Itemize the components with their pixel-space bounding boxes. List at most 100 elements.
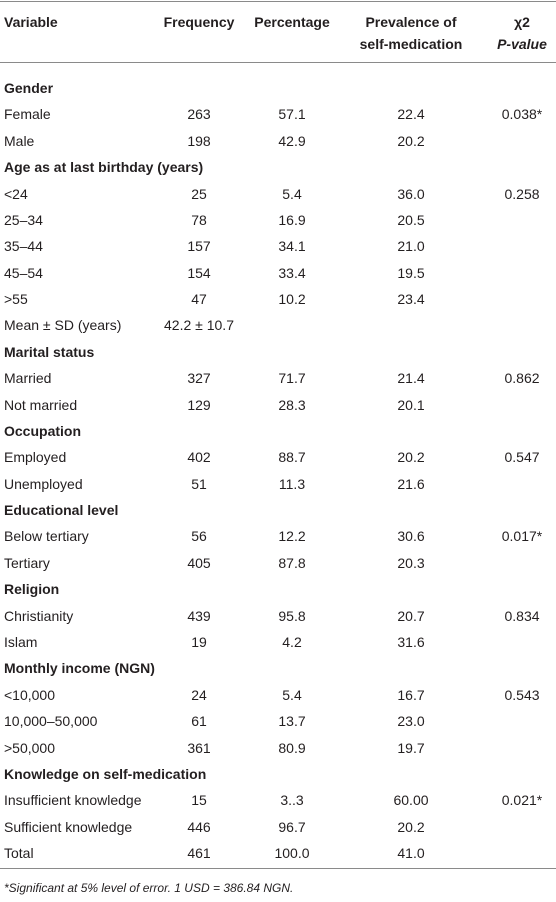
cell: 21.0 bbox=[397, 238, 425, 255]
cell: 21.6 bbox=[397, 475, 425, 492]
row-label: 45–54 bbox=[4, 264, 43, 281]
cell: 10.2 bbox=[278, 291, 306, 308]
section-label: Educational level bbox=[4, 502, 119, 519]
cell: 20.2 bbox=[397, 449, 425, 466]
cell: 157 bbox=[187, 238, 211, 255]
row-label: Tertiary bbox=[4, 554, 50, 571]
row-label: 25–34 bbox=[4, 211, 43, 228]
cell: 198 bbox=[187, 132, 211, 149]
top-rule bbox=[0, 1, 556, 2]
cell: 11.3 bbox=[278, 475, 306, 492]
cell: 96.7 bbox=[278, 818, 306, 835]
cell: 47 bbox=[191, 291, 207, 308]
cell: 42.9 bbox=[278, 132, 306, 149]
cell: 402 bbox=[187, 449, 211, 466]
row-label: Mean ± SD (years) bbox=[4, 317, 122, 334]
cell: 51 bbox=[191, 475, 207, 492]
cell: 20.2 bbox=[397, 818, 425, 835]
cell: 12.2 bbox=[278, 528, 306, 545]
section-label: Monthly income (NGN) bbox=[4, 660, 155, 677]
cell: 5.4 bbox=[282, 185, 302, 202]
cell: 5.4 bbox=[282, 686, 302, 703]
header-cell: Frequency bbox=[163, 14, 235, 30]
row-label: Unemployed bbox=[4, 475, 83, 492]
cell: 57.1 bbox=[278, 106, 306, 123]
cell: 71.7 bbox=[278, 370, 306, 387]
row-label: Christianity bbox=[4, 607, 74, 624]
cell: 0.547 bbox=[504, 449, 540, 466]
cell: 20.7 bbox=[397, 607, 425, 624]
cell: 446 bbox=[187, 818, 211, 835]
section-label: Religion bbox=[4, 581, 60, 598]
cell: 0.834 bbox=[504, 607, 540, 624]
cell: 31.6 bbox=[397, 633, 425, 650]
section-label: Age as at last birthday (years) bbox=[4, 159, 204, 176]
row-label: Female bbox=[4, 106, 51, 123]
footnote: *Significant at 5% level of error. 1 USD… bbox=[4, 881, 294, 895]
header-rule bbox=[0, 62, 556, 63]
cell: 56 bbox=[191, 528, 207, 545]
header-cell: self-medication bbox=[359, 36, 463, 52]
cell: 361 bbox=[187, 739, 211, 756]
section-label: Occupation bbox=[4, 422, 82, 439]
row-label: Male bbox=[4, 132, 35, 149]
cell: 78 bbox=[191, 211, 207, 228]
cell: 87.8 bbox=[278, 554, 306, 571]
header-cell: Percentage bbox=[254, 14, 330, 30]
row-label: Total bbox=[4, 845, 34, 862]
cell: 28.3 bbox=[278, 396, 306, 413]
cell: 34.1 bbox=[278, 238, 306, 255]
cell: 20.1 bbox=[397, 396, 425, 413]
cell: 0.543 bbox=[504, 686, 540, 703]
row-label: 10,000–50,000 bbox=[4, 713, 98, 730]
cell: 439 bbox=[187, 607, 211, 624]
header-cell: Variable bbox=[4, 14, 58, 30]
cell: 3..3 bbox=[280, 792, 304, 809]
cell: 0.038* bbox=[501, 106, 543, 123]
cell: 327 bbox=[187, 370, 211, 387]
cell: 25 bbox=[191, 185, 207, 202]
cell: 36.0 bbox=[397, 185, 425, 202]
cell: 0.017* bbox=[501, 528, 543, 545]
cell: 0.258 bbox=[504, 185, 540, 202]
cell: 24 bbox=[191, 686, 207, 703]
cell: 461 bbox=[187, 845, 211, 862]
cell: 33.4 bbox=[278, 264, 306, 281]
cell: 129 bbox=[187, 396, 211, 413]
cell: 20.5 bbox=[397, 211, 425, 228]
cell: 19 bbox=[191, 633, 207, 650]
cell: 19.7 bbox=[397, 739, 425, 756]
row-label: Married bbox=[4, 370, 52, 387]
cell: 16.7 bbox=[397, 686, 425, 703]
cell: 95.8 bbox=[278, 607, 306, 624]
cell: 21.4 bbox=[397, 370, 425, 387]
cell: 19.5 bbox=[397, 264, 425, 281]
bottom-rule bbox=[0, 868, 556, 869]
cell: 80.9 bbox=[278, 739, 306, 756]
row-label: <10,000 bbox=[4, 686, 55, 703]
row-label: Not married bbox=[4, 396, 78, 413]
row-label: >50,000 bbox=[4, 739, 55, 756]
header-cell: χ2 bbox=[514, 14, 530, 30]
cell: 263 bbox=[187, 106, 211, 123]
cell: 22.4 bbox=[397, 106, 425, 123]
cell: 20.2 bbox=[397, 132, 425, 149]
cell: 100.0 bbox=[274, 845, 310, 862]
cell: 0.862 bbox=[504, 370, 540, 387]
row-label: Insufficient knowledge bbox=[4, 792, 142, 809]
row-label: >55 bbox=[4, 291, 28, 308]
cell: 41.0 bbox=[397, 845, 425, 862]
cell: 15 bbox=[191, 792, 207, 809]
cell: 16.9 bbox=[278, 211, 306, 228]
cell: 405 bbox=[187, 554, 211, 571]
section-label: Marital status bbox=[4, 343, 95, 360]
cell: 4.2 bbox=[282, 633, 302, 650]
cell: 23.4 bbox=[397, 291, 425, 308]
section-label: Gender bbox=[4, 80, 54, 96]
cell: 30.6 bbox=[397, 528, 425, 545]
row-label: <24 bbox=[4, 185, 28, 202]
row-label: 35–44 bbox=[4, 238, 43, 255]
cell: 20.3 bbox=[397, 554, 425, 571]
cell: 0.021* bbox=[501, 792, 543, 809]
